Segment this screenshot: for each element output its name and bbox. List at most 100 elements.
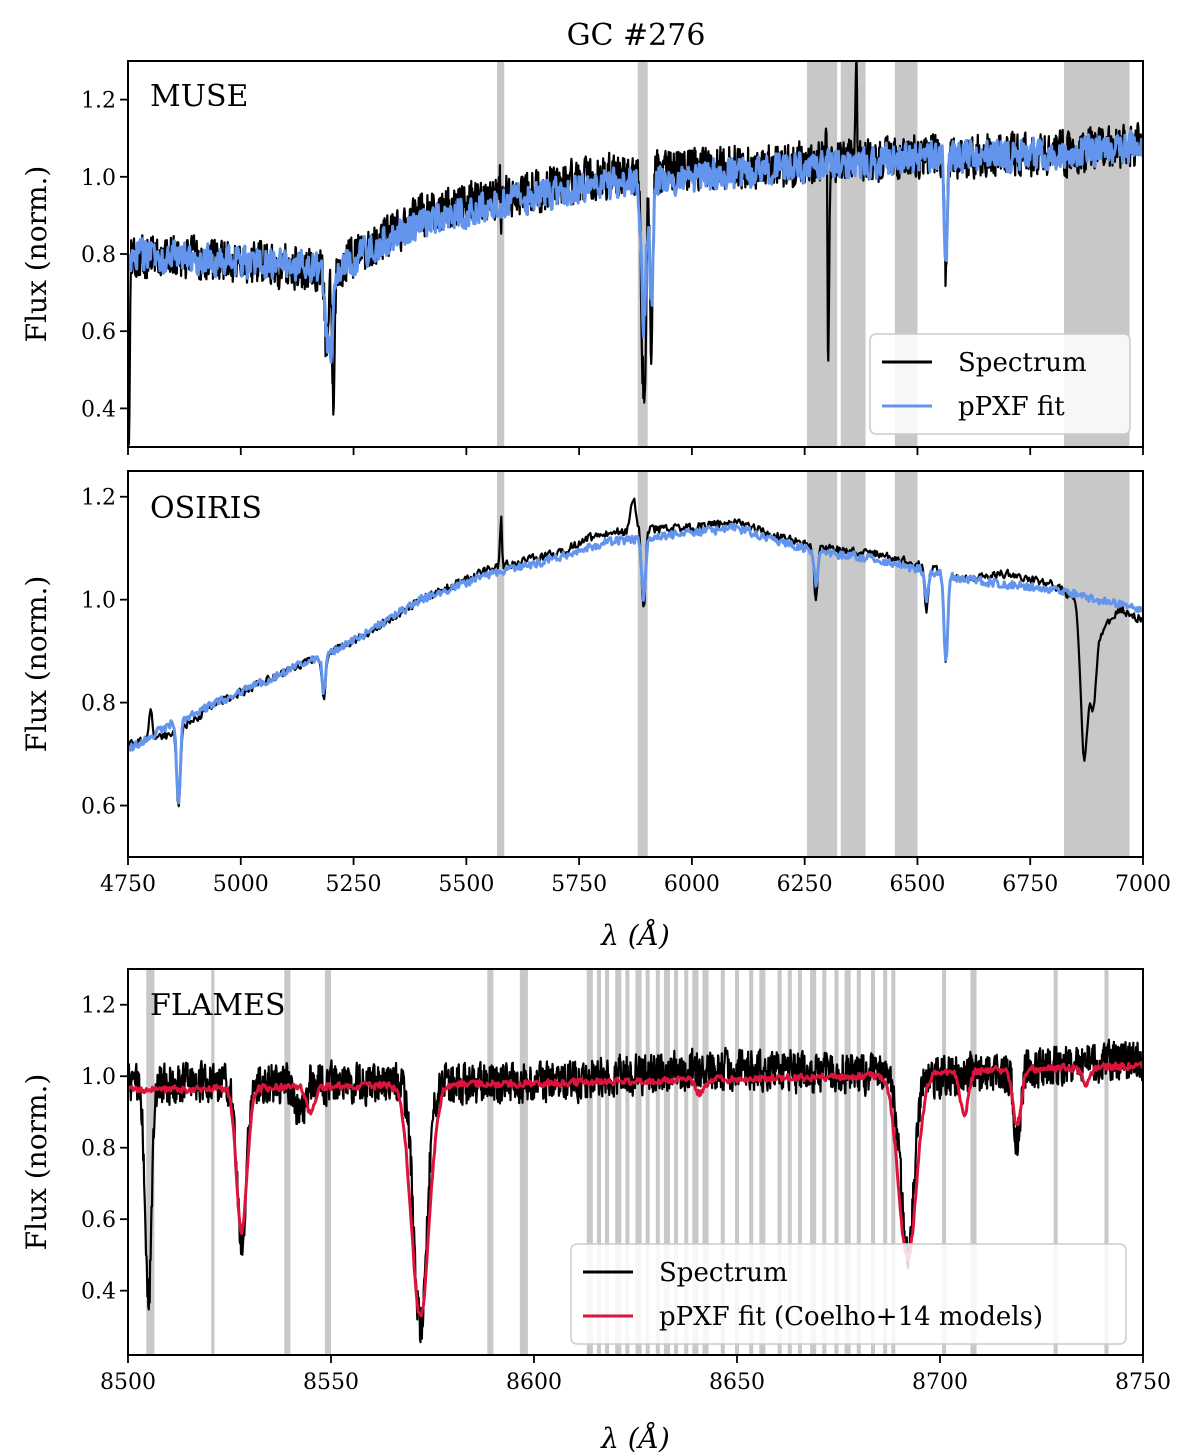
y-tick-label: 1.0	[81, 589, 116, 614]
masked-region	[497, 61, 505, 447]
masked-region	[645, 969, 650, 1355]
x-tick-label: 6500	[889, 872, 945, 897]
masked-region	[942, 969, 947, 1355]
masked-regions	[146, 969, 1109, 1355]
masked-region	[146, 969, 155, 1355]
fit-line	[128, 129, 1143, 364]
x-axis-title: λ (Å)	[600, 1422, 670, 1455]
panel-flames: 8500 8550 8600 8650 8700 8750 0.4 0.6 0.8 1.0 1.2 F…	[20, 968, 1171, 1455]
x-tick-label: 6250	[777, 872, 833, 897]
y-axis-title: Flux (norm.)	[20, 1074, 53, 1251]
masked-region	[891, 969, 896, 1355]
masked-region	[655, 969, 660, 1355]
x-tick-label: 6000	[664, 872, 720, 897]
masked-region	[637, 471, 648, 857]
x-tick-label: 7000	[1115, 872, 1171, 897]
masked-region	[749, 969, 754, 1355]
masked-region	[840, 471, 866, 857]
y-tick-label: 0.8	[81, 243, 116, 268]
x-tick-label: 5500	[438, 872, 494, 897]
plot-area	[128, 471, 1143, 857]
x-tick-label: 6750	[1002, 872, 1058, 897]
x-tick-label: 8500	[100, 1370, 156, 1395]
masked-region	[605, 969, 610, 1355]
masked-region	[970, 969, 977, 1355]
panel-label: MUSE	[150, 79, 248, 114]
masked-region	[797, 969, 802, 1355]
masked-region	[519, 969, 528, 1355]
legend-entry: Spectrum	[659, 1258, 788, 1288]
y-tick-label: 0.8	[81, 1137, 116, 1162]
legend-box	[570, 1243, 1127, 1345]
masked-region	[759, 969, 766, 1355]
masked-region	[497, 471, 505, 857]
masked-region	[840, 61, 866, 447]
x-tick-label: 8550	[303, 1370, 359, 1395]
masked-region	[596, 969, 601, 1355]
masked-region	[834, 969, 839, 1355]
masked-region	[586, 969, 593, 1355]
legend-entry: pPXF fit	[958, 392, 1065, 422]
x-axis-title: λ (Å)	[600, 919, 670, 952]
masked-region	[822, 969, 827, 1355]
y-tick-label: 0.6	[81, 320, 116, 345]
x-tick-label: 5000	[213, 872, 269, 897]
masked-region	[702, 969, 709, 1355]
x-tick-label: 8700	[912, 1370, 968, 1395]
masked-region	[324, 969, 331, 1355]
masked-region	[777, 969, 782, 1355]
masked-region	[663, 969, 671, 1355]
masked-region	[720, 969, 725, 1355]
y-tick-label: 1.0	[81, 1065, 116, 1090]
x-tick-label: 4750	[100, 872, 156, 897]
spectrum-line	[128, 61, 1143, 446]
legend-entry: Spectrum	[958, 348, 1087, 378]
masked-region	[684, 969, 689, 1355]
masked-region	[674, 969, 679, 1355]
legend-entry: pPXF fit (Coelho+14 models)	[659, 1302, 1043, 1332]
y-tick-label: 1.0	[81, 166, 116, 191]
y-tick-label: 0.6	[81, 795, 116, 820]
axes-frame	[127, 470, 1144, 858]
figure-title: GC #276	[567, 18, 706, 53]
masked-region	[211, 969, 215, 1355]
legend: Spectrum pPXF fit (Coelho+14 models)	[570, 1243, 1127, 1345]
panel-muse: 0.4 0.6 0.8 1.0 1.2 Flux (norm.) MUSE Spectrum p…	[20, 60, 1144, 455]
legend: Spectrum pPXF fit	[869, 333, 1131, 435]
masked-region	[844, 969, 851, 1355]
x-tick-label: 5750	[551, 872, 607, 897]
y-tick-label: 0.4	[81, 1280, 116, 1305]
masked-region	[883, 969, 888, 1355]
masked-region	[1053, 969, 1058, 1355]
y-tick-label: 0.8	[81, 692, 116, 717]
masked-region	[625, 969, 630, 1355]
masked-region	[787, 969, 792, 1355]
fit-line	[128, 522, 1143, 805]
x-tick-label: 5250	[326, 872, 382, 897]
masked-region	[692, 969, 699, 1355]
y-tick-label: 0.4	[81, 397, 116, 422]
masked-region	[810, 969, 817, 1355]
masked-region	[806, 471, 838, 857]
x-tick-label: 8750	[1115, 1370, 1171, 1395]
masked-region	[734, 969, 740, 1355]
y-tick-label: 1.2	[81, 486, 116, 511]
masked-region	[870, 969, 876, 1355]
y-tick-label: 1.2	[81, 89, 116, 114]
masked-region	[806, 61, 838, 447]
masked-region	[284, 969, 291, 1355]
masked-region	[615, 969, 622, 1355]
panel-label: OSIRIS	[150, 491, 262, 526]
axes-frame	[127, 968, 1144, 1356]
y-axis-title: Flux (norm.)	[20, 576, 53, 753]
masked-region	[635, 969, 642, 1355]
y-tick-label: 1.2	[81, 994, 116, 1019]
panel-label: FLAMES	[150, 988, 286, 1023]
x-tick-label: 8650	[709, 1370, 765, 1395]
masked-region	[856, 969, 861, 1355]
y-axis-title: Flux (norm.)	[20, 166, 53, 343]
masked-region	[487, 969, 494, 1355]
masked-region	[894, 471, 918, 857]
x-tick-label: 8600	[506, 1370, 562, 1395]
